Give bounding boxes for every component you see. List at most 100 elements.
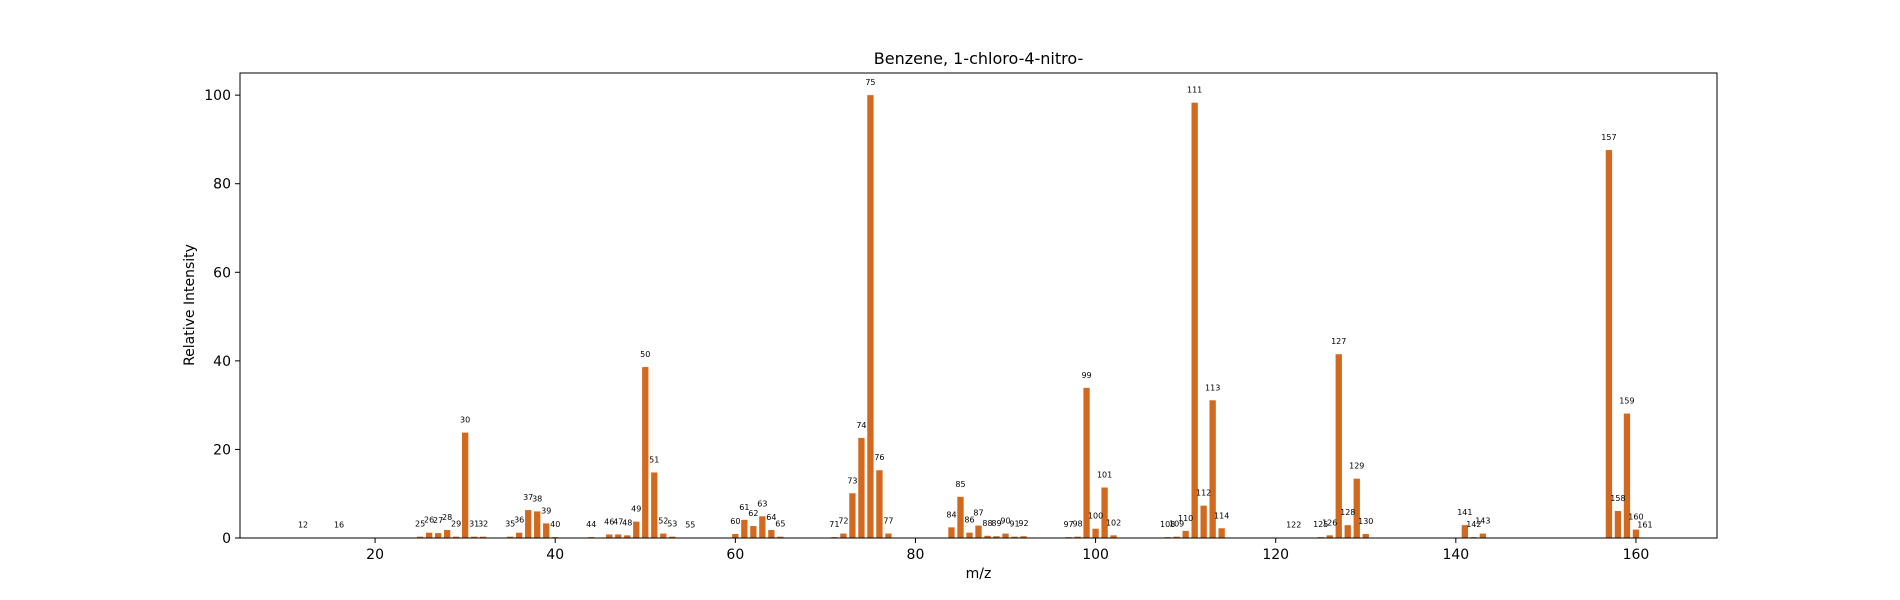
peak-label-51: 51 xyxy=(649,455,659,464)
x-tick-label: 120 xyxy=(1262,547,1289,563)
peak-label-27: 27 xyxy=(433,516,443,525)
bar-mz-29 xyxy=(452,536,460,538)
bar-mz-101 xyxy=(1101,487,1108,538)
peak-label-53: 53 xyxy=(667,520,677,529)
y-tick-label: 40 xyxy=(213,354,231,370)
bars-layer xyxy=(299,95,1649,539)
peak-label-50: 50 xyxy=(640,350,650,359)
bar-mz-112 xyxy=(1200,505,1207,538)
peak-label-30: 30 xyxy=(460,416,470,425)
peak-label-102: 102 xyxy=(1106,518,1121,527)
peak-label-44: 44 xyxy=(586,520,596,529)
bar-mz-90 xyxy=(1002,533,1009,538)
bar-mz-84 xyxy=(948,527,955,538)
peak-label-122: 122 xyxy=(1286,521,1301,530)
bar-mz-32 xyxy=(480,536,487,538)
bar-mz-98 xyxy=(1074,536,1081,538)
peak-label-37: 37 xyxy=(523,493,533,502)
bar-mz-158 xyxy=(1614,510,1622,538)
peak-label-32: 32 xyxy=(478,520,488,529)
bar-mz-76 xyxy=(876,470,883,538)
peak-label-109: 109 xyxy=(1169,520,1184,529)
peak-label-63: 63 xyxy=(757,499,767,508)
peak-label-128: 128 xyxy=(1340,508,1355,517)
bar-mz-38 xyxy=(534,511,541,538)
peak-label-141: 141 xyxy=(1457,508,1472,517)
bar-mz-72 xyxy=(840,533,847,538)
bar-mz-128 xyxy=(1344,525,1351,538)
x-tick-label: 140 xyxy=(1442,547,1469,563)
bar-mz-109 xyxy=(1173,536,1180,538)
peak-label-48: 48 xyxy=(622,518,632,527)
peak-label-47: 47 xyxy=(613,517,623,526)
peak-label-88: 88 xyxy=(982,519,992,528)
x-tick-label: 160 xyxy=(1623,547,1650,563)
x-tick-label: 40 xyxy=(546,547,564,563)
peak-label-76: 76 xyxy=(874,453,884,462)
bar-mz-30 xyxy=(462,432,469,538)
peak-label-113: 113 xyxy=(1205,383,1220,392)
y-tick-label: 100 xyxy=(204,88,231,104)
peak-label-111: 111 xyxy=(1187,86,1202,95)
x-tick-label: 20 xyxy=(366,547,384,563)
x-axis-label: m/z xyxy=(966,566,992,582)
bar-mz-62 xyxy=(750,526,757,538)
y-axis-label: Relative Intensity xyxy=(182,244,198,366)
peak-label-98: 98 xyxy=(1072,520,1082,529)
peak-label-61: 61 xyxy=(739,503,749,512)
peak-label-130: 130 xyxy=(1358,517,1373,526)
peak-label-161: 161 xyxy=(1637,521,1652,530)
y-tick-label: 60 xyxy=(213,265,231,281)
peak-label-65: 65 xyxy=(775,520,785,529)
peak-label-36: 36 xyxy=(514,516,524,525)
peak-label-112: 112 xyxy=(1196,489,1211,498)
bar-mz-126 xyxy=(1326,535,1333,538)
bar-mz-74 xyxy=(858,437,865,538)
peak-label-28: 28 xyxy=(442,513,452,522)
bar-mz-159 xyxy=(1623,413,1631,538)
peak-label-125: 125 xyxy=(1313,520,1328,529)
bar-mz-143 xyxy=(1479,533,1486,538)
peak-label-71: 71 xyxy=(829,520,839,529)
peak-label-62: 62 xyxy=(748,509,758,518)
peak-label-87: 87 xyxy=(973,509,983,518)
peak-label-40: 40 xyxy=(550,520,560,529)
bar-mz-77 xyxy=(885,533,892,538)
bar-mz-64 xyxy=(768,530,775,538)
bar-mz-26 xyxy=(425,532,433,538)
peak-label-100: 100 xyxy=(1088,512,1103,521)
peak-label-97: 97 xyxy=(1063,520,1073,529)
bar-mz-31 xyxy=(471,536,478,538)
peak-label-49: 49 xyxy=(631,505,641,514)
bar-mz-25 xyxy=(416,536,424,538)
peak-label-64: 64 xyxy=(766,513,776,522)
peak-label-99: 99 xyxy=(1081,371,1091,380)
bar-mz-92 xyxy=(1020,536,1027,538)
bar-mz-160 xyxy=(1632,529,1640,538)
bar-mz-53 xyxy=(669,536,676,538)
bar-mz-60 xyxy=(732,534,739,538)
peak-label-108: 108 xyxy=(1160,520,1175,529)
bar-mz-141 xyxy=(1461,525,1468,538)
peak-label-31: 31 xyxy=(469,520,479,529)
bar-mz-36 xyxy=(516,532,523,538)
peak-label-73: 73 xyxy=(847,476,857,485)
bar-mz-75 xyxy=(867,95,874,539)
peak-label-160: 160 xyxy=(1628,513,1643,522)
bar-mz-85 xyxy=(957,496,964,538)
bar-mz-130 xyxy=(1362,534,1369,538)
peak-label-60: 60 xyxy=(730,517,740,526)
peak-label-25: 25 xyxy=(415,520,425,529)
bar-mz-113 xyxy=(1209,400,1216,538)
peak-label-158: 158 xyxy=(1610,494,1625,503)
chart-title: Benzene, 1-chloro-4-nitro- xyxy=(874,49,1083,68)
peak-label-26: 26 xyxy=(424,516,434,525)
peak-label-75: 75 xyxy=(865,78,875,87)
bar-mz-99 xyxy=(1083,387,1090,538)
bar-mz-73 xyxy=(849,493,856,538)
y-tick-label: 0 xyxy=(222,531,231,547)
peak-label-86: 86 xyxy=(964,516,974,525)
bar-mz-102 xyxy=(1110,535,1117,538)
